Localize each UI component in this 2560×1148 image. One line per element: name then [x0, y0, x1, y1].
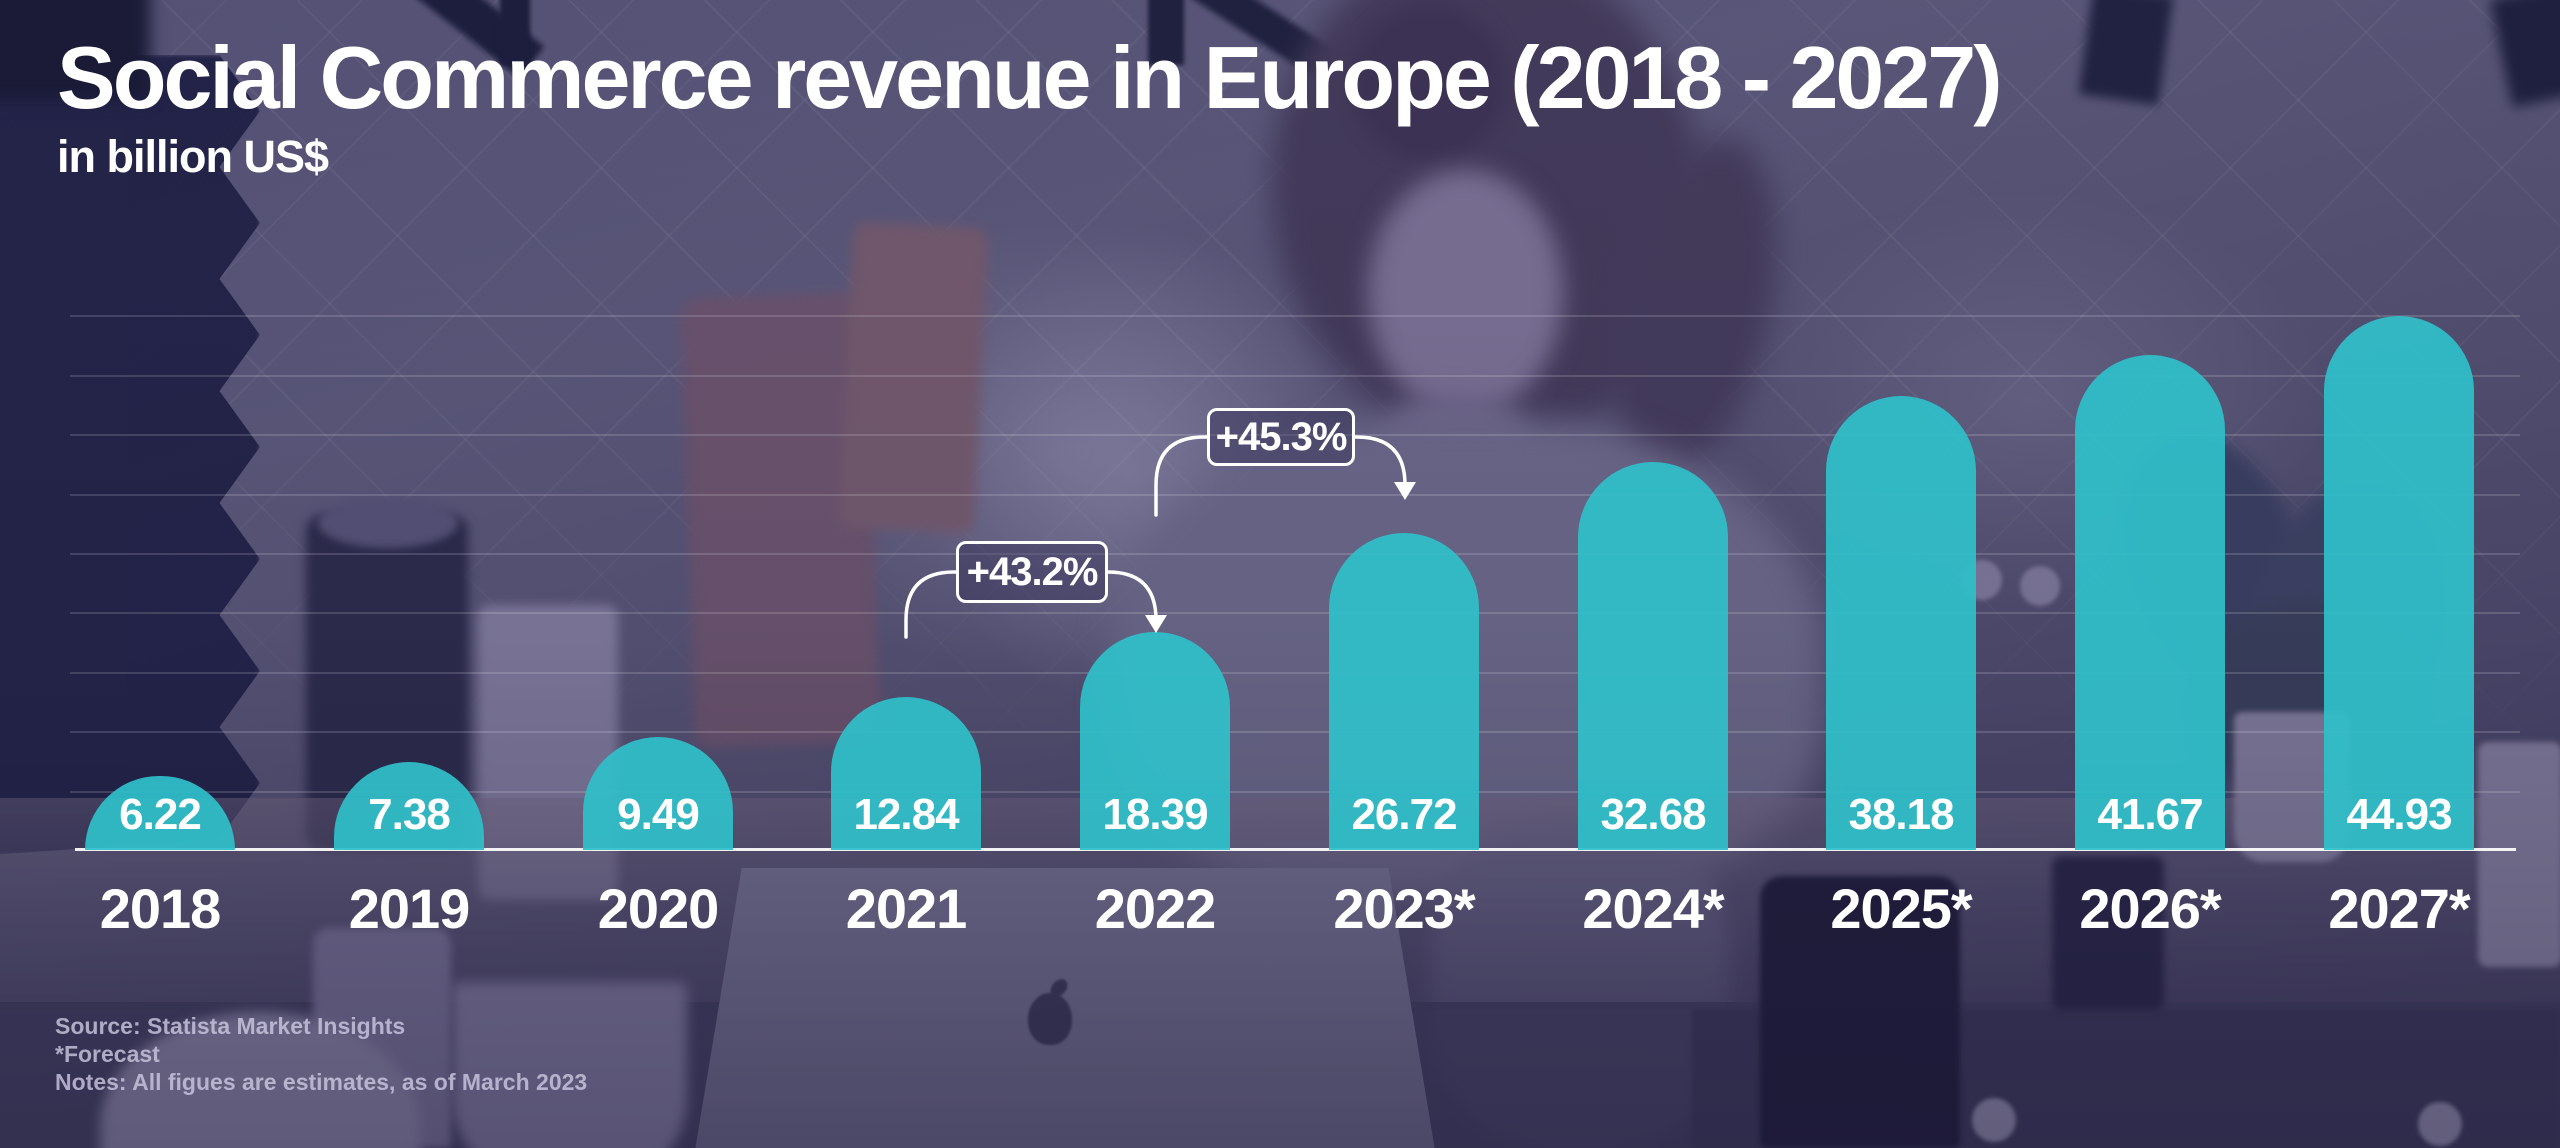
drawer-knob — [1972, 1098, 2016, 1142]
bar-2027*: 44.93 — [2324, 316, 2474, 850]
gridline — [70, 672, 2520, 674]
corner-shadow — [0, 0, 150, 100]
bar-2022: 18.39 — [1080, 632, 1230, 850]
gridline — [70, 375, 2520, 377]
kettle-black — [1760, 876, 1960, 1148]
bar-2023*: 26.72 — [1329, 533, 1479, 850]
annotation-arrow-path — [1106, 570, 1158, 621]
annotation-arrow-path — [1154, 435, 1209, 517]
canister-right — [2478, 742, 2560, 967]
annotation-growth-2022-2023: +45.3% — [1207, 408, 1355, 466]
bar-value-label: 26.72 — [1351, 790, 1457, 839]
annotation-arrow-path — [904, 570, 958, 639]
bar-value-label: 6.22 — [119, 790, 202, 839]
bar-value-label: 7.38 — [368, 790, 451, 839]
x-axis-label-2027*: 2027* — [2328, 877, 2470, 940]
shelf-bracket — [500, 0, 530, 65]
apple-logo — [1028, 993, 1072, 1045]
page-title: Social Commerce revenue in Europe (2018 … — [57, 28, 2003, 127]
gridline — [70, 612, 2520, 614]
x-axis-label-2023*: 2023* — [1333, 877, 1475, 940]
x-axis-label-2025*: 2025* — [1830, 877, 1972, 940]
gridline — [70, 494, 2520, 496]
x-axis-label-2026*: 2026* — [2079, 877, 2221, 940]
bar-2026*: 41.67 — [2075, 355, 2225, 850]
bar-2025*: 38.18 — [1826, 396, 1976, 850]
bar-value-label: 32.68 — [1600, 790, 1706, 839]
gridline — [70, 731, 2520, 733]
source-line: Source: Statista Market Insights — [55, 1013, 406, 1039]
annotation-arrow-path — [1353, 435, 1407, 486]
woman-face — [1368, 170, 1563, 415]
x-axis-label-2021: 2021 — [845, 877, 968, 940]
bar-value-label: 44.93 — [2346, 790, 2452, 839]
drawer-knob — [2418, 1102, 2462, 1146]
kitchen-cabinet-dark — [0, 55, 260, 855]
x-axis-label-2019: 2019 — [348, 877, 471, 940]
source-notes: Source: Statista Market Insights *Foreca… — [55, 1012, 587, 1096]
bar-2024*: 32.68 — [1578, 462, 1728, 850]
woman-hair-bun — [1352, 5, 1507, 160]
x-axis-label-2022: 2022 — [1094, 877, 1217, 940]
x-axis-label-2024*: 2024* — [1582, 877, 1724, 940]
gridline — [70, 791, 2520, 793]
wall-outlet — [2020, 566, 2060, 606]
gridline — [70, 315, 2520, 317]
gridline — [70, 434, 2520, 436]
notes-line: Notes: All figues are estimates, as of M… — [55, 1069, 588, 1096]
forecast-note: *Forecast — [55, 1041, 160, 1068]
bar-value-label: 38.18 — [1848, 790, 1954, 839]
bar-value-label: 9.49 — [617, 790, 700, 839]
bar-value-label: 12.84 — [853, 790, 959, 839]
jar-dark-right — [2052, 856, 2164, 1010]
arrowhead-icon — [1145, 615, 1167, 633]
bar-2021: 12.84 — [831, 697, 981, 850]
x-axis-label-2018: 2018 — [99, 877, 222, 940]
x-axis-label-2020: 2020 — [597, 877, 720, 940]
bar-value-label: 41.67 — [2097, 790, 2203, 839]
chart-header: Social Commerce revenue in Europe (2018 … — [57, 28, 2003, 183]
arrowhead-icon — [1394, 482, 1416, 500]
annotation-label: +45.3% — [1215, 414, 1348, 459]
bar-2020: 9.49 — [583, 737, 733, 850]
annotation-growth-2021-2022: +43.2% — [956, 541, 1108, 603]
bowl-white — [452, 982, 687, 1148]
gridline — [70, 553, 2520, 555]
chart-subtitle: in billion US$ — [57, 131, 329, 183]
shelf-bracket — [1148, 0, 1184, 65]
canister-lid — [318, 498, 458, 548]
x-axis-baseline — [75, 848, 2516, 851]
bar-value-label: 18.39 — [1102, 790, 1208, 839]
annotation-label: +43.2% — [966, 549, 1099, 594]
